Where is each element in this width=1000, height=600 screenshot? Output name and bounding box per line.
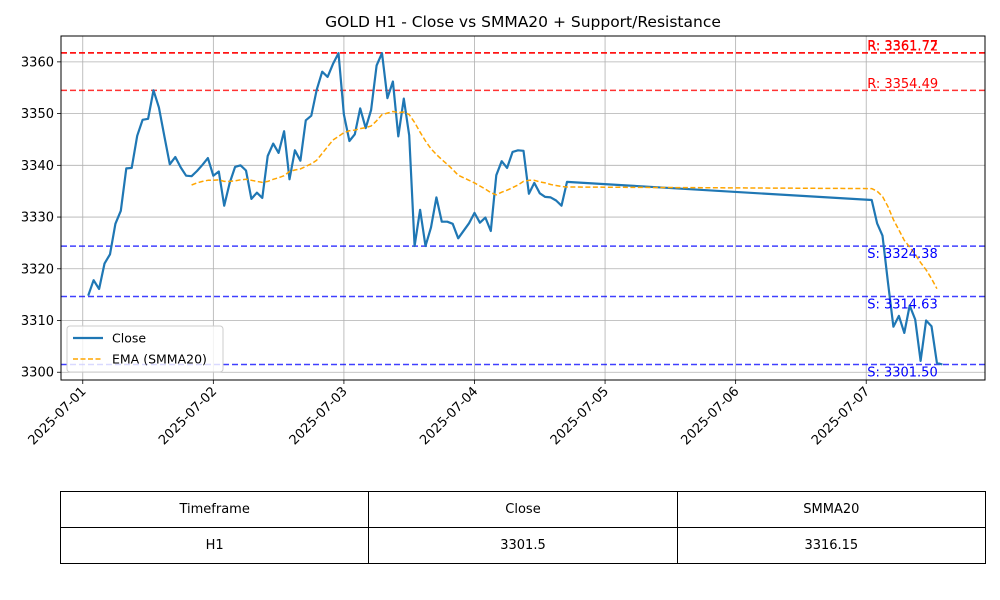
smma-series-line <box>191 110 938 290</box>
table-header-cell: SMMA20 <box>676 491 987 528</box>
level-labels: R: 3361.77R: 3361.72 R: 3354.49 S: 3324.38… <box>867 39 938 380</box>
legend: Close EMA (SMMA20) <box>66 325 224 373</box>
table-cell: H1 <box>59 527 370 564</box>
support-label: S: 3324.38 <box>867 247 938 262</box>
table-header-cell: Timeframe <box>59 491 370 528</box>
plot-frame <box>60 35 986 381</box>
table-row: H1 3301.5 3316.15 <box>59 527 987 564</box>
legend-label: Close <box>112 331 146 346</box>
x-tick-label: 2025-07-03 <box>287 384 351 448</box>
table-cell: 3301.5 <box>368 527 678 564</box>
series-lines <box>87 51 943 366</box>
y-tick-label: 3340 <box>21 159 54 174</box>
x-tick-label: 2025-07-04 <box>417 384 481 448</box>
x-tick-label: 2025-07-05 <box>548 384 612 448</box>
y-tick-label: 3300 <box>21 366 54 381</box>
table-header-cell: Close <box>368 491 678 528</box>
table-header-row: Timeframe Close SMMA20 <box>59 491 987 528</box>
x-tick-label: 2025-07-07 <box>809 384 873 448</box>
legend-label: EMA (SMMA20) <box>112 352 207 367</box>
resistance-label: R: 3361.77 <box>867 39 938 54</box>
x-tick-label: 2025-07-01 <box>26 384 90 448</box>
legend-box <box>66 325 224 373</box>
x-tick-label: 2025-07-02 <box>156 384 220 448</box>
support-resistance-lines <box>61 51 985 366</box>
resistance-label: R: 3354.49 <box>867 77 938 92</box>
summary-table: Timeframe Close SMMA20 H1 3301.5 3316.15 <box>59 491 987 564</box>
y-tick-label: 3330 <box>21 211 54 226</box>
grid <box>61 36 985 380</box>
close-series-line <box>87 51 943 366</box>
y-tick-label: 3310 <box>21 314 54 329</box>
support-label: S: 3301.50 <box>867 365 938 380</box>
support-label: S: 3314.63 <box>867 298 938 313</box>
y-tick-label: 3360 <box>21 55 54 70</box>
chart-title: GOLD H1 - Close vs SMMA20 + Support/Resi… <box>325 13 721 31</box>
table-cell: 3316.15 <box>676 527 987 564</box>
y-tick-label: 3350 <box>21 107 54 122</box>
y-tick-label: 3320 <box>21 262 54 277</box>
resistance-label: R: 3361.72 <box>867 39 938 54</box>
x-tick-label: 2025-07-06 <box>678 384 742 448</box>
